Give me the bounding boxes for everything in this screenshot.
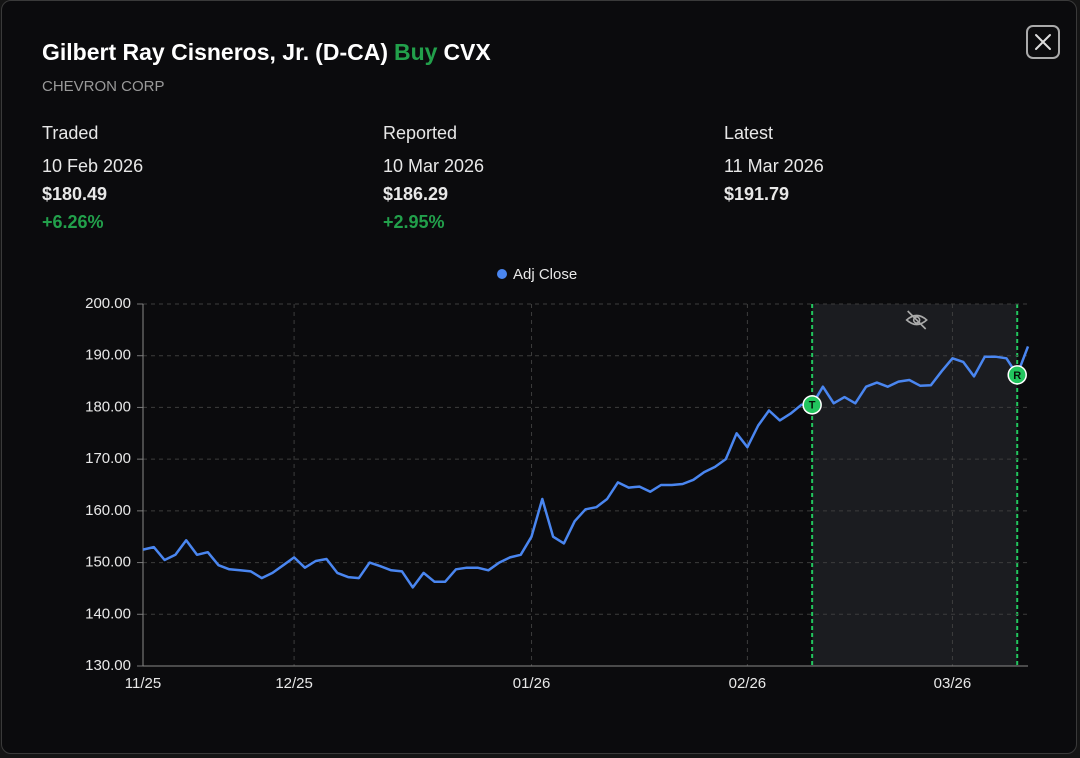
stat-price: $191.79 bbox=[724, 184, 790, 204]
stat-label: Latest bbox=[724, 123, 774, 143]
stat-date: 10 Feb 2026 bbox=[42, 156, 144, 176]
member-name: Gilbert Ray Cisneros, Jr. bbox=[42, 39, 310, 65]
close-icon bbox=[1035, 34, 1051, 50]
action: Buy bbox=[393, 39, 438, 65]
party: (D-CA) bbox=[315, 39, 388, 65]
stat-date: 11 Mar 2026 bbox=[724, 156, 824, 176]
stat-column: Latest 11 Mar 2026 $191.79 bbox=[724, 122, 824, 211]
company: CHEVRON CORP bbox=[42, 78, 165, 95]
stat-change: +2.95% bbox=[383, 212, 445, 232]
stat-price: $180.49 bbox=[42, 184, 108, 204]
stat-column: Traded 10 Feb 2026 $180.49 +6.26% bbox=[42, 122, 143, 239]
stat-label: Reported bbox=[383, 123, 458, 143]
ticker: CVX bbox=[443, 39, 491, 65]
title: Gilbert Ray Cisneros, Jr. (D-CA) Buy CVX bbox=[42, 39, 497, 66]
stat-label: Traded bbox=[42, 123, 99, 143]
stat-column: Reported 10 Mar 2026 $186.29 +2.95% bbox=[383, 122, 484, 239]
stat-price: $186.29 bbox=[383, 184, 449, 204]
close-button[interactable] bbox=[1026, 25, 1060, 59]
stat-change: +6.26% bbox=[42, 212, 104, 232]
stat-date: 10 Mar 2026 bbox=[383, 156, 485, 176]
